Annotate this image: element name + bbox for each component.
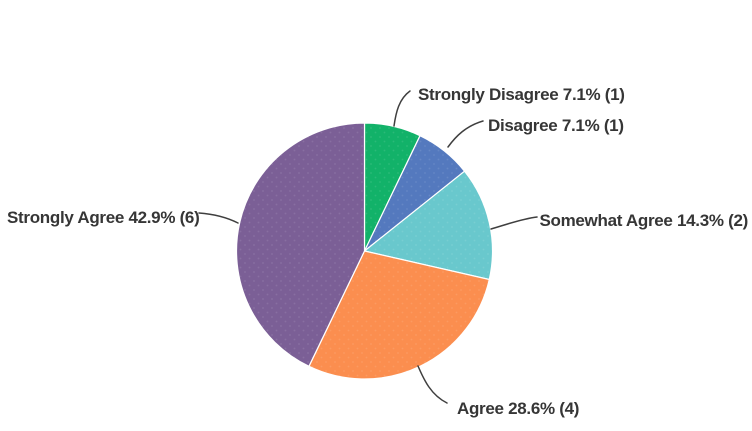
slice-label-somewhat-agree: Somewhat Agree 14.3% (2): [539, 211, 748, 230]
slice-label-strongly-disagree: Strongly Disagree 7.1% (1): [418, 85, 625, 104]
slice-label-agree: Agree 28.6% (4): [457, 399, 580, 418]
leader-line-somewhat-agree: [490, 216, 538, 230]
leader-line-strongly-agree: [198, 212, 239, 224]
slice-label-disagree: Disagree 7.1% (1): [488, 116, 624, 135]
leader-lines-group: [198, 90, 538, 404]
leader-line-agree: [417, 365, 448, 404]
pie-dot-texture-overlay: [236, 123, 493, 379]
slice-label-strongly-agree: Strongly Agree 42.9% (6): [7, 208, 200, 227]
leader-line-disagree: [447, 120, 484, 148]
leader-line-strongly-disagree: [393, 90, 411, 127]
